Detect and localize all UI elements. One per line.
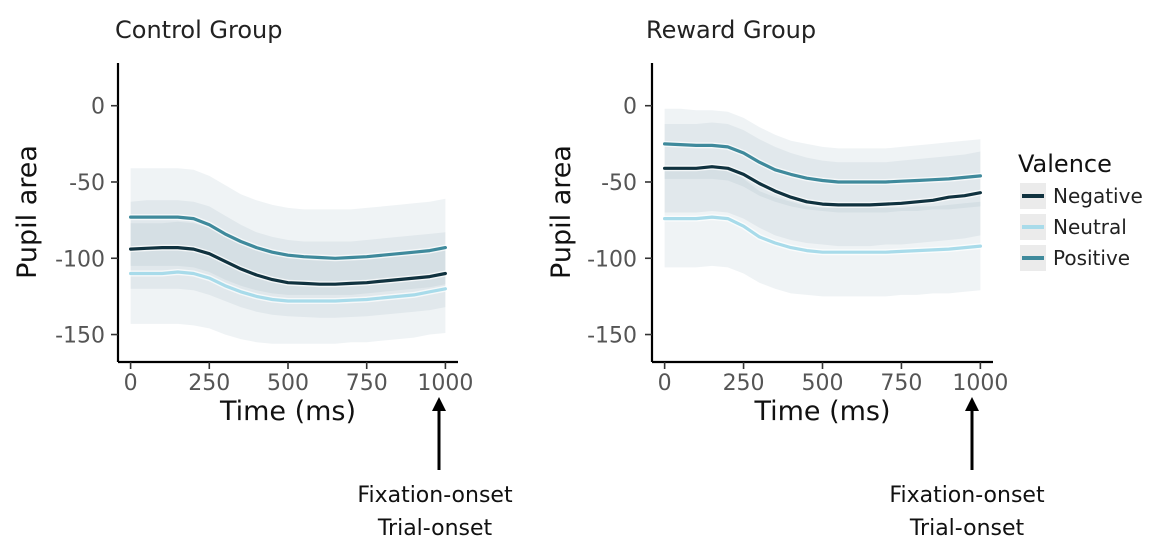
x-tick-label: 500 bbox=[267, 371, 309, 396]
y-tick-label: -150 bbox=[587, 324, 637, 349]
line-positive bbox=[662, 142, 983, 184]
legend-label-positive: Positive bbox=[1053, 246, 1130, 270]
legend-label-neutral: Neutral bbox=[1053, 215, 1127, 239]
y-tick-label: 0 bbox=[91, 95, 105, 120]
ribbon-positive bbox=[664, 108, 981, 213]
y-tick-label: -100 bbox=[55, 247, 105, 272]
ribbon-negative bbox=[130, 200, 446, 318]
x-tick-label: 250 bbox=[723, 371, 765, 396]
line-negative bbox=[129, 246, 447, 286]
x-tick-label: 0 bbox=[124, 371, 138, 396]
x-tick-label: 0 bbox=[658, 371, 672, 396]
line-positive bbox=[129, 215, 447, 260]
panel-title: Reward Group bbox=[646, 16, 816, 44]
x-axis-title: Time (ms) bbox=[753, 396, 890, 427]
annotation-trial-onset: Trial-onset bbox=[909, 516, 1025, 538]
legend: Valence Negative Neutral Positive bbox=[1018, 150, 1143, 271]
annotation-fixation-onset: Fixation-onset bbox=[889, 483, 1045, 508]
onset-arrow-head bbox=[965, 397, 979, 411]
x-tick-label: 500 bbox=[802, 371, 844, 396]
y-tick-label: -100 bbox=[587, 247, 637, 272]
line-neutral bbox=[662, 215, 983, 254]
x-tick-label: 750 bbox=[346, 371, 388, 396]
y-tick-label: -50 bbox=[601, 171, 637, 196]
legend-label-negative: Negative bbox=[1053, 184, 1143, 208]
ribbon-positive bbox=[130, 168, 446, 295]
x-tick-label: 750 bbox=[880, 371, 922, 396]
reward-group-panel: Reward Group 0 -50 -100 -150 0 250 500 750 1000 Ti… bbox=[546, 16, 1045, 538]
y-axis-title: Pupil area bbox=[546, 145, 577, 279]
panel-title: Control Group bbox=[115, 16, 282, 44]
y-tick-label: -150 bbox=[55, 324, 105, 349]
y-axis-title: Pupil area bbox=[12, 145, 43, 279]
annotation-fixation-onset: Fixation-onset bbox=[357, 483, 513, 508]
x-tick-label: 1000 bbox=[952, 371, 1008, 396]
control-group-panel: Control Group 0 -50 -100 -150 0 250 500 750 1000 T… bbox=[12, 16, 513, 538]
y-tick-label: 0 bbox=[623, 95, 637, 120]
x-tick-label: 250 bbox=[188, 371, 230, 396]
ribbon-neutral bbox=[664, 168, 981, 297]
legend-title: Valence bbox=[1018, 150, 1112, 178]
annotation-trial-onset: Trial-onset bbox=[377, 516, 493, 538]
line-neutral bbox=[129, 270, 447, 303]
onset-arrow-head bbox=[432, 397, 446, 411]
x-axis-title: Time (ms) bbox=[219, 396, 356, 427]
y-tick-label: -50 bbox=[69, 171, 105, 196]
x-tick-label: 1000 bbox=[417, 371, 473, 396]
